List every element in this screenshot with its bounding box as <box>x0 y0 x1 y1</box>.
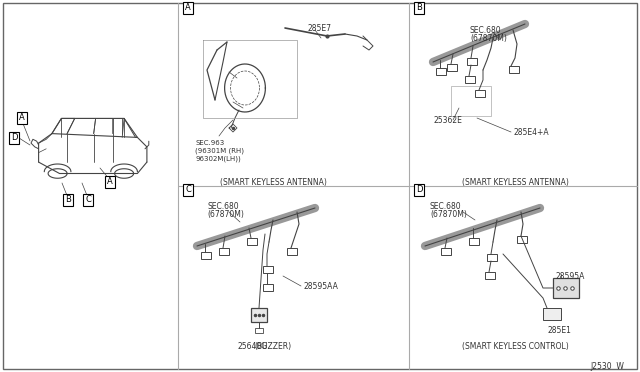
Text: B: B <box>416 3 422 13</box>
Bar <box>469 238 479 245</box>
Text: (SMART KEYLESS ANTENNA): (SMART KEYLESS ANTENNA) <box>461 178 568 187</box>
Bar <box>465 76 475 83</box>
Text: 285E7: 285E7 <box>307 24 331 33</box>
Text: A: A <box>19 113 25 122</box>
Text: 28595AA: 28595AA <box>303 282 338 291</box>
Bar <box>509 66 519 73</box>
Bar <box>447 64 457 71</box>
Bar <box>263 266 273 273</box>
Text: A: A <box>107 177 113 186</box>
Bar <box>475 90 485 97</box>
Bar <box>287 248 297 255</box>
Bar <box>441 248 451 255</box>
Text: SEC.963: SEC.963 <box>195 140 224 146</box>
Bar <box>219 248 229 255</box>
Text: SEC.680: SEC.680 <box>207 202 239 211</box>
Text: (67870M): (67870M) <box>470 34 507 43</box>
Text: (BUZZER): (BUZZER) <box>255 342 292 351</box>
Text: A: A <box>185 3 191 13</box>
Text: 25362E: 25362E <box>433 116 462 125</box>
Text: 28595A: 28595A <box>555 272 584 281</box>
Text: C: C <box>85 196 91 205</box>
Bar <box>487 254 497 261</box>
Text: (67870M): (67870M) <box>207 210 244 219</box>
Text: SEC.680: SEC.680 <box>470 26 502 35</box>
Text: 25640G: 25640G <box>238 342 268 351</box>
Bar <box>201 252 211 259</box>
Bar <box>251 308 267 322</box>
Text: 285E1: 285E1 <box>547 326 571 335</box>
Text: (96301M (RH): (96301M (RH) <box>195 148 244 154</box>
Bar <box>553 278 579 298</box>
Bar <box>517 236 527 243</box>
Text: 96302M(LH)): 96302M(LH)) <box>195 156 241 163</box>
Text: D: D <box>416 186 422 195</box>
Text: (67870M): (67870M) <box>430 210 467 219</box>
Bar <box>247 238 257 245</box>
Text: B: B <box>65 196 71 205</box>
Text: J2530  W: J2530 W <box>590 362 624 371</box>
Bar <box>263 284 273 291</box>
Text: C: C <box>185 186 191 195</box>
Bar <box>255 328 263 333</box>
Bar <box>485 272 495 279</box>
Bar <box>543 308 561 320</box>
Text: D: D <box>11 134 17 142</box>
Text: 285E4+A: 285E4+A <box>513 128 548 137</box>
Bar <box>467 58 477 65</box>
Bar <box>436 68 446 75</box>
Text: SEC.680: SEC.680 <box>430 202 461 211</box>
Text: (SMART KEYLESS CONTROL): (SMART KEYLESS CONTROL) <box>461 342 568 351</box>
Bar <box>451 86 491 116</box>
Text: (SMART KEYLESS ANTENNA): (SMART KEYLESS ANTENNA) <box>220 178 326 187</box>
